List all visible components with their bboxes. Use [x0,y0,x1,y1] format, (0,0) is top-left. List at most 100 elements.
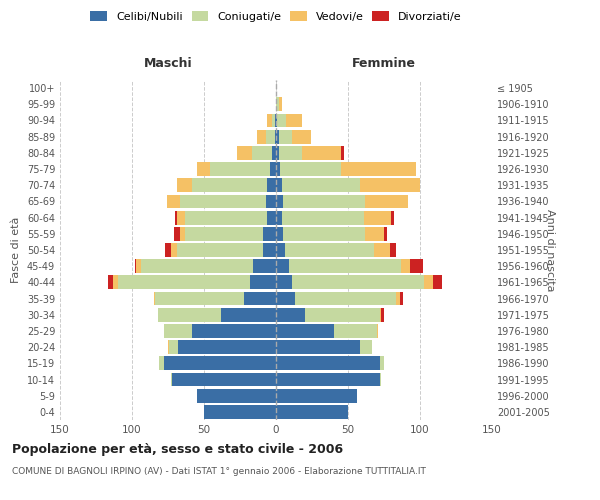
Bar [279,146,302,160]
Bar [286,114,302,128]
Bar [266,130,275,143]
Bar [276,194,283,208]
Bar [154,292,155,306]
Bar [178,340,276,354]
Text: Maschi: Maschi [143,58,193,70]
Bar [272,146,276,160]
Bar [283,194,365,208]
Bar [276,260,289,273]
Bar [263,243,276,257]
Bar [365,194,409,208]
Bar [176,178,193,192]
Bar [276,292,295,306]
Bar [276,340,359,354]
Bar [390,243,395,257]
Bar [276,276,292,289]
Bar [275,114,276,128]
Bar [155,292,244,306]
Bar [276,372,380,386]
Bar [185,227,263,240]
Bar [280,162,341,176]
Bar [401,260,410,273]
Bar [276,308,305,322]
Bar [179,227,185,240]
Bar [169,340,178,354]
Bar [276,178,282,192]
Bar [204,405,276,419]
Bar [400,292,403,306]
Bar [359,340,373,354]
Bar [135,260,136,273]
Bar [160,356,164,370]
Bar [193,178,268,192]
Bar [295,292,395,306]
Bar [158,308,221,322]
Bar [136,260,140,273]
Bar [380,372,381,386]
Legend: Celibi/Nubili, Coniugati/e, Vedovi/e, Divorziati/e: Celibi/Nubili, Coniugati/e, Vedovi/e, Di… [87,8,465,25]
Bar [272,114,275,128]
Bar [276,146,279,160]
Text: COMUNE DI BAGNOLI IRPINO (AV) - Dati ISTAT 1° gennaio 2006 - Elaborazione TUTTIT: COMUNE DI BAGNOLI IRPINO (AV) - Dati IST… [12,468,426,476]
Bar [164,356,276,370]
Bar [171,372,172,386]
Bar [341,146,344,160]
Bar [282,210,364,224]
Bar [118,276,250,289]
Bar [113,276,118,289]
Bar [381,308,384,322]
Bar [276,389,356,402]
Bar [433,276,442,289]
Bar [395,292,400,306]
Bar [197,162,210,176]
Bar [284,243,374,257]
Bar [168,340,169,354]
Bar [410,260,423,273]
Bar [292,276,424,289]
Bar [276,114,277,128]
Bar [174,227,179,240]
Bar [302,146,341,160]
Bar [276,405,348,419]
Bar [179,194,266,208]
Bar [172,372,276,386]
Bar [364,210,391,224]
Bar [276,324,334,338]
Bar [251,146,272,160]
Bar [424,276,433,289]
Bar [164,324,193,338]
Bar [276,243,284,257]
Bar [374,243,390,257]
Bar [279,98,282,111]
Bar [250,276,276,289]
Bar [193,324,276,338]
Bar [266,194,276,208]
Bar [165,243,171,257]
Bar [263,227,276,240]
Y-axis label: Fasce di età: Fasce di età [11,217,21,283]
Bar [276,227,283,240]
Bar [289,260,401,273]
Y-axis label: Anni di nascita: Anni di nascita [545,208,555,291]
Bar [276,162,280,176]
Bar [384,227,387,240]
Bar [275,130,276,143]
Bar [253,260,276,273]
Bar [277,114,286,128]
Bar [244,292,276,306]
Bar [292,130,311,143]
Bar [140,260,253,273]
Bar [270,162,276,176]
Bar [282,178,359,192]
Bar [341,162,416,176]
Bar [221,308,276,322]
Bar [359,178,420,192]
Bar [305,308,380,322]
Bar [176,243,263,257]
Bar [167,194,179,208]
Bar [175,210,176,224]
Bar [276,98,279,111]
Bar [276,356,380,370]
Bar [176,210,185,224]
Bar [380,308,381,322]
